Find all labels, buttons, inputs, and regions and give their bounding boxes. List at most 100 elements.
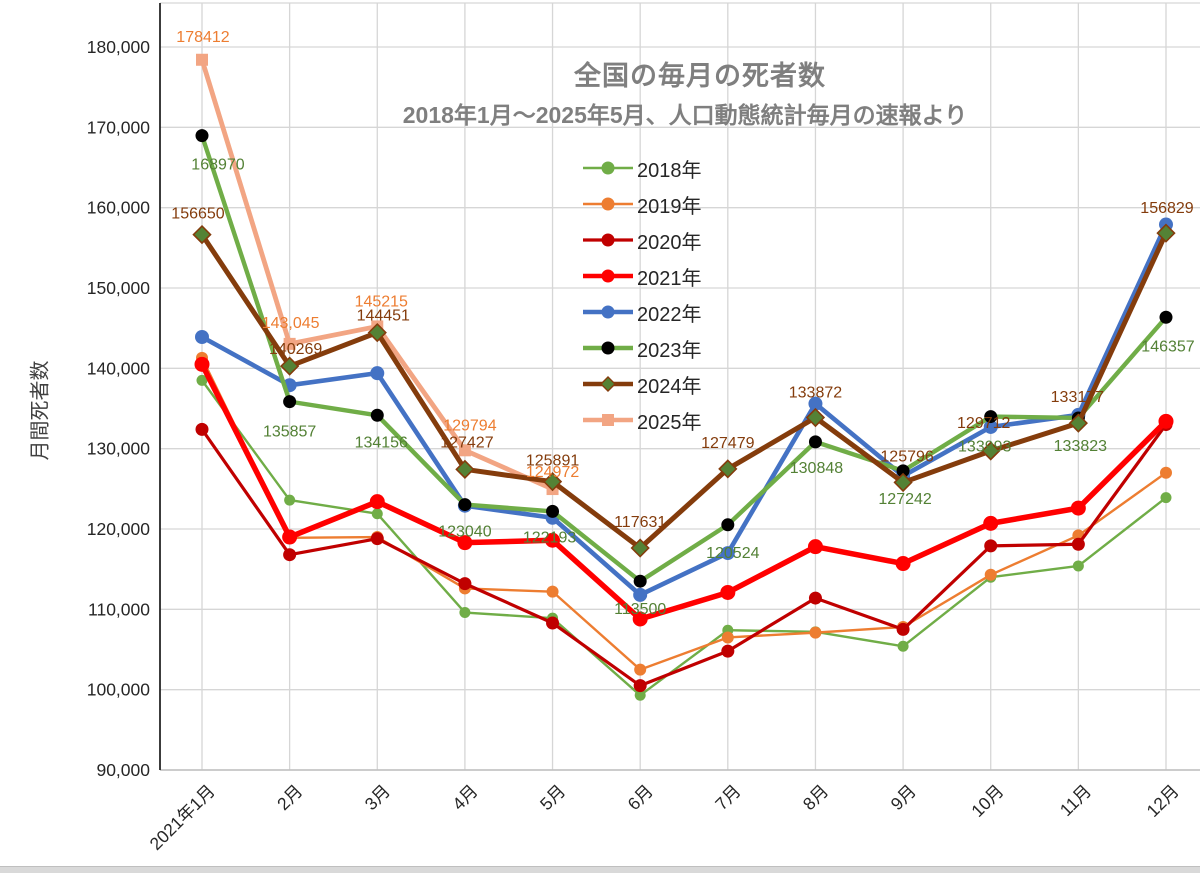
data-point-2020年	[283, 548, 297, 562]
legend-label: 2019年	[637, 195, 702, 218]
data-point-2023年	[458, 498, 472, 512]
legend-item-2018[interactable]: 2018年	[582, 150, 702, 186]
data-label-2023年: 123040	[438, 524, 491, 541]
data-point-2020年	[808, 591, 822, 605]
series-line-2018年	[200, 379, 1168, 697]
legend-key-icon	[583, 305, 633, 319]
data-point-2023年	[808, 435, 822, 449]
series-line-2021年	[199, 361, 1169, 622]
data-point-2023年	[721, 518, 735, 532]
legend-key-icon	[583, 414, 633, 426]
data-label-2024年: 125796	[880, 448, 933, 465]
chart-title: 全国の毎月の死者数	[574, 61, 826, 91]
x-tick-label: 6月	[624, 781, 657, 814]
data-point-2023年	[633, 574, 647, 588]
y-tick-label: 100,000	[87, 680, 151, 700]
data-point-2022年	[370, 366, 385, 381]
data-label-2023年: 134156	[355, 434, 408, 451]
data-point-2020年	[1071, 537, 1085, 551]
series-line-2022年	[199, 222, 1169, 598]
data-point-2024年	[542, 472, 563, 492]
data-label-2024年: 117631	[614, 514, 666, 531]
data-point-2022年	[195, 330, 209, 345]
x-tick-label: 2021年1月	[146, 781, 219, 854]
legend-key-icon	[583, 341, 633, 355]
series-line-2019年	[200, 356, 1168, 671]
legend-label: 2024年	[637, 375, 702, 398]
data-point-2019年	[809, 626, 822, 639]
data-label-2023年: 146357	[1141, 338, 1194, 355]
data-point-2024年	[280, 356, 300, 376]
legend-item-2021[interactable]: 2021年	[582, 258, 702, 294]
legend-item-2024[interactable]: 2024年	[582, 366, 702, 402]
data-point-2020年	[721, 644, 735, 658]
data-label-2023年: 130848	[790, 460, 843, 477]
data-label-2025年: 145215	[355, 293, 408, 310]
legend-item-2022[interactable]: 2022年	[582, 294, 702, 330]
legend-label: 2020年	[637, 231, 702, 254]
data-point-2023年	[283, 395, 297, 409]
data-label-2024年: 144451	[357, 308, 410, 325]
data-point-2023年	[896, 464, 910, 478]
data-label-2023年: 122193	[523, 529, 576, 546]
legend-item-2023[interactable]: 2023年	[582, 330, 702, 366]
data-point-2023年	[370, 408, 384, 422]
data-point-2025年	[458, 444, 471, 457]
data-label-2024年: 127427	[440, 434, 493, 451]
data-point-2021年	[720, 584, 736, 600]
data-point-2019年	[1159, 466, 1172, 479]
chart-legend: 2018年 2019年 2020年 2021年 2022年 2023年 2024年 2025年	[582, 150, 702, 438]
data-point-2023年	[195, 129, 209, 143]
data-point-2021年	[1158, 413, 1174, 429]
legend-key-icon	[583, 233, 633, 247]
data-label-2024年: 129712	[957, 415, 1010, 432]
data-point-2024年	[192, 224, 212, 245]
data-point-2018年	[459, 607, 471, 619]
data-point-2025年	[196, 53, 208, 66]
legend-item-2025[interactable]: 2025年	[582, 402, 702, 438]
data-label-2023年: 113500	[614, 601, 666, 618]
y-tick-label: 180,000	[87, 37, 151, 57]
x-tick-label: 3月	[361, 781, 394, 814]
legend-item-2019[interactable]: 2019年	[582, 186, 702, 222]
y-axis-title: 月間死者数	[29, 360, 52, 461]
x-tick-label: 4月	[448, 781, 481, 814]
data-label-2023年: 168970	[191, 157, 244, 174]
data-label-2025年: 178412	[176, 29, 229, 46]
data-label-2024年: 127479	[701, 435, 754, 452]
data-label-2024年: 156829	[1140, 200, 1193, 217]
data-point-2018年	[1160, 492, 1172, 504]
data-point-2020年	[633, 679, 647, 693]
y-tick-label: 150,000	[87, 278, 151, 298]
x-tick-label: 10月	[967, 781, 1007, 821]
data-point-2019年	[721, 631, 734, 644]
data-point-2021年	[369, 494, 385, 510]
legend-key-icon	[583, 161, 633, 175]
legend-label: 2018年	[637, 159, 702, 182]
data-point-2020年	[896, 622, 910, 636]
x-tick-label: 5月	[536, 781, 569, 814]
data-point-2024年	[1156, 223, 1176, 243]
data-point-2024年	[718, 459, 738, 479]
data-point-2024年	[367, 322, 387, 343]
data-label-2024年: 133872	[789, 385, 842, 402]
data-point-2024年	[630, 538, 650, 558]
legend-item-2020[interactable]: 2020年	[582, 222, 702, 258]
data-label-2023年: 133823	[1054, 438, 1107, 455]
data-point-2023年	[984, 410, 998, 424]
x-tick-label: 2月	[273, 781, 306, 814]
data-label-2025年: 143,045	[262, 315, 320, 332]
y-tick-label: 120,000	[87, 519, 151, 539]
data-point-2020年	[370, 532, 384, 546]
data-point-2018年	[196, 374, 208, 386]
data-label-2023年: 133993	[958, 439, 1011, 456]
y-tick-label: 170,000	[87, 117, 151, 137]
data-point-2021年	[632, 611, 648, 627]
data-label-2023年: 127242	[878, 491, 931, 508]
data-point-2025年	[283, 337, 296, 350]
data-point-2021年	[895, 556, 911, 572]
y-tick-label: 130,000	[87, 439, 151, 459]
data-point-2019年	[634, 663, 647, 676]
